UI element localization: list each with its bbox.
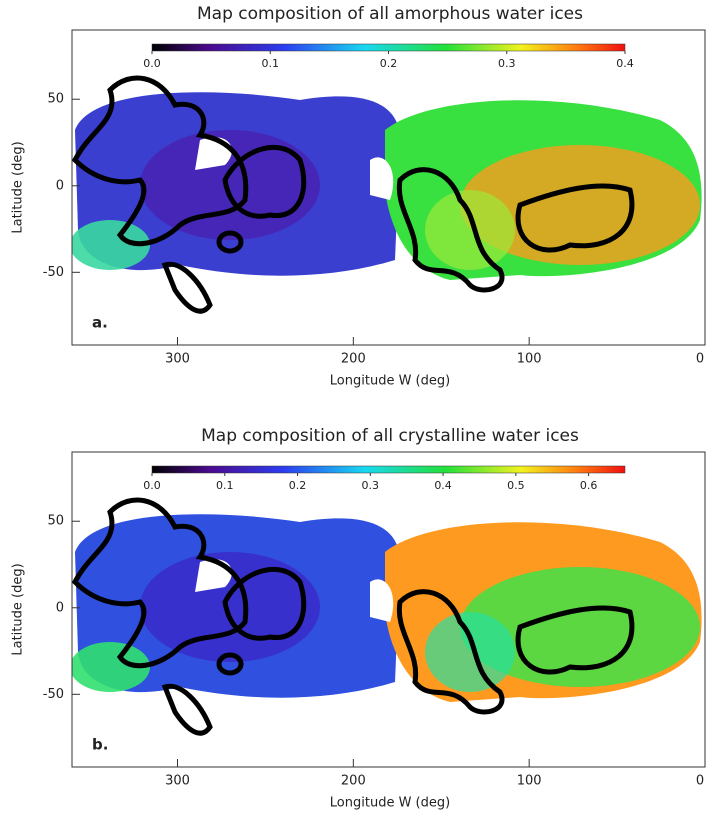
crater xyxy=(216,230,244,254)
colorbar-tick-label: 0.1 xyxy=(216,479,234,492)
colorbar-tick-label: 0.3 xyxy=(362,479,380,492)
x-tick-label: 300 xyxy=(165,774,190,789)
y-tick-label: 0 xyxy=(56,600,64,615)
map-panel: Map composition of all crystalline water… xyxy=(11,426,706,811)
y-tick-label: -50 xyxy=(43,687,64,702)
map-image xyxy=(72,75,702,314)
colorbar-tick-label: 0.0 xyxy=(143,479,161,492)
region-left-core xyxy=(140,130,320,240)
colorbar-tick-label: 0.4 xyxy=(434,479,452,492)
colorbar-tick-label: 0.2 xyxy=(289,479,307,492)
x-tick-label: 200 xyxy=(341,352,366,367)
colorbar-tick-label: 0.5 xyxy=(507,479,525,492)
hole xyxy=(195,559,394,622)
map-image xyxy=(72,497,702,736)
y-tick-label: 0 xyxy=(56,178,64,193)
y-tick-label: 50 xyxy=(47,92,64,107)
region-outline xyxy=(72,497,635,736)
x-tick-label: 100 xyxy=(517,774,542,789)
colorbar-tick-label: 0.3 xyxy=(498,57,516,70)
panel-title: Map composition of all crystalline water… xyxy=(201,426,579,446)
x-tick-label: 200 xyxy=(341,774,366,789)
region-right-c xyxy=(425,612,515,692)
colorbar xyxy=(151,43,626,52)
colorbar xyxy=(151,465,626,474)
region-left-core xyxy=(140,552,320,662)
x-axis-label: Longitude W (deg) xyxy=(330,796,450,811)
y-axis-label: Latitude (deg) xyxy=(11,563,26,655)
x-axis-label: Longitude W (deg) xyxy=(330,374,450,389)
colorbar-tick-label: 0.6 xyxy=(580,479,598,492)
region-outline xyxy=(72,75,635,314)
y-tick-label: 50 xyxy=(47,514,64,529)
colorbar-tick-label: 0.2 xyxy=(380,57,398,70)
frame xyxy=(71,29,706,346)
panel-label: a. xyxy=(92,314,108,332)
region-left-edge xyxy=(72,642,150,692)
frame xyxy=(71,451,706,768)
colorbar-tick-label: 0.4 xyxy=(616,57,634,70)
colorbar-tick-label: 0.1 xyxy=(262,57,280,70)
colorbar-tick-label: 0.0 xyxy=(143,57,161,70)
map-panel: Map composition of all amorphous water i… xyxy=(11,4,706,389)
y-axis-label: Latitude (deg) xyxy=(11,141,26,233)
region-right-c xyxy=(425,190,515,270)
region-left-edge xyxy=(72,220,150,270)
x-tick-label: 300 xyxy=(165,352,190,367)
x-tick-label: 0 xyxy=(696,774,704,789)
x-tick-label: 100 xyxy=(517,352,542,367)
panel-label: b. xyxy=(92,736,108,754)
hole xyxy=(195,137,394,200)
y-tick-label: -50 xyxy=(43,265,64,280)
crater xyxy=(216,652,244,676)
panel-title: Map composition of all amorphous water i… xyxy=(197,4,583,24)
x-tick-label: 0 xyxy=(696,352,704,367)
